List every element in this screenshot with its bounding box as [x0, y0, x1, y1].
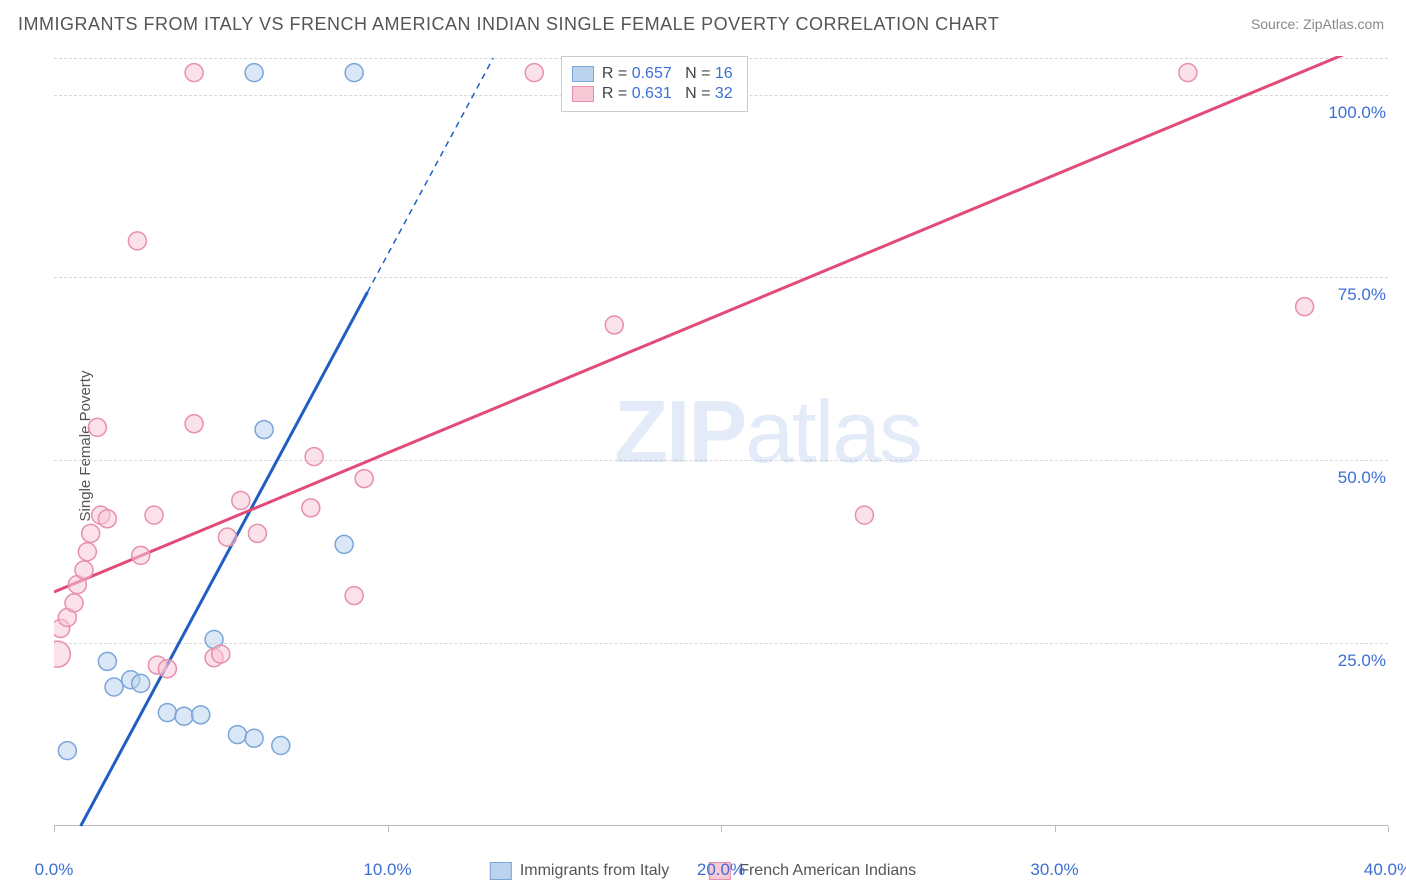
data-point [855, 506, 873, 524]
y-tick-label: 75.0% [1338, 285, 1386, 305]
data-point [305, 448, 323, 466]
x-tick-label: 0.0% [35, 860, 74, 880]
data-point [245, 64, 263, 82]
data-point [98, 510, 116, 528]
data-point [158, 704, 176, 722]
data-point [78, 543, 96, 561]
chart-title: IMMIGRANTS FROM ITALY VS FRENCH AMERICAN… [18, 14, 999, 35]
x-tick [1388, 826, 1389, 832]
data-point [605, 316, 623, 334]
legend-swatch [572, 86, 594, 102]
data-point [218, 528, 236, 546]
regression-line [54, 36, 1388, 592]
data-point [228, 726, 246, 744]
data-point [192, 706, 210, 724]
y-tick-label: 100.0% [1328, 103, 1386, 123]
legend-label: Immigrants from Italy [520, 862, 669, 880]
x-tick-label: 20.0% [697, 860, 745, 880]
x-tick-label: 30.0% [1030, 860, 1078, 880]
data-point [345, 587, 363, 605]
data-point [132, 546, 150, 564]
data-point [132, 674, 150, 692]
regression-line-dashed [367, 58, 493, 292]
y-tick-label: 25.0% [1338, 651, 1386, 671]
data-point [65, 594, 83, 612]
data-point [105, 678, 123, 696]
legend-text: R = 0.657 N = 16 [602, 65, 733, 83]
x-tick-label: 40.0% [1364, 860, 1406, 880]
legend-swatch [572, 66, 594, 82]
data-point [44, 641, 70, 667]
data-point [185, 415, 203, 433]
legend-text: R = 0.631 N = 32 [602, 85, 733, 103]
y-tick-label: 50.0% [1338, 468, 1386, 488]
data-point [1296, 298, 1314, 316]
correlation-legend: R = 0.657 N = 16 R = 0.631 N = 32 [561, 56, 748, 112]
data-point [128, 232, 146, 250]
data-point [212, 645, 230, 663]
plot-area [54, 58, 1388, 844]
data-point [335, 535, 353, 553]
data-point [525, 64, 543, 82]
data-point [75, 561, 93, 579]
source-label: Source: ZipAtlas.com [1251, 16, 1384, 32]
data-point [232, 492, 250, 510]
data-point [345, 64, 363, 82]
data-point [145, 506, 163, 524]
data-point [245, 729, 263, 747]
data-point [302, 499, 320, 517]
data-point [82, 524, 100, 542]
data-point [58, 742, 76, 760]
data-point [255, 421, 273, 439]
legend-swatch [490, 862, 512, 880]
data-point [88, 418, 106, 436]
data-point [1179, 64, 1197, 82]
data-point [175, 707, 193, 725]
legend-row: R = 0.631 N = 32 [572, 85, 733, 103]
data-point [272, 737, 290, 755]
data-point [185, 64, 203, 82]
chart-svg [54, 58, 1388, 844]
data-point [248, 524, 266, 542]
x-tick-label: 10.0% [363, 860, 411, 880]
data-point [158, 660, 176, 678]
regression-line [81, 292, 368, 826]
series-legend-item: Immigrants from Italy [490, 862, 669, 880]
data-point [355, 470, 373, 488]
legend-label: French American Indians [739, 862, 916, 880]
legend-row: R = 0.657 N = 16 [572, 65, 733, 83]
data-point [98, 652, 116, 670]
chart-container: IMMIGRANTS FROM ITALY VS FRENCH AMERICAN… [0, 0, 1406, 892]
